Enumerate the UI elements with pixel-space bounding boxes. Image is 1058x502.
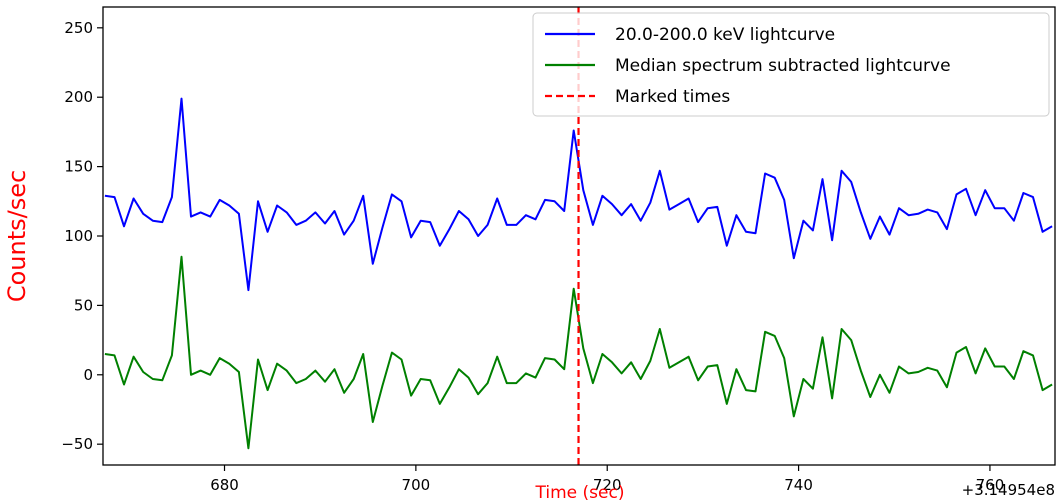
- y-tick-label-0: 0: [83, 366, 93, 384]
- legend-label-2: Median spectrum subtracted lightcurve: [615, 56, 951, 76]
- x-axis-offset-label: +3.14954e8: [962, 481, 1055, 499]
- y-tick-label-50: 50: [74, 296, 93, 314]
- x-tick-label-740: 740: [784, 476, 813, 494]
- y-tick-label--50: −50: [61, 435, 93, 453]
- x-tick-label-700: 700: [402, 476, 431, 494]
- x-axis-label: Time (sec): [535, 483, 625, 502]
- y-axis-label: Counts/sec: [3, 170, 31, 302]
- x-tick-label-720: 720: [593, 476, 622, 494]
- x-tick-label-760: 760: [976, 476, 1005, 494]
- legend: 20.0-200.0 keV lightcurve Median spectrum…: [532, 12, 1050, 117]
- x-tick-label-680: 680: [210, 476, 239, 494]
- y-tick-label-250: 250: [64, 19, 93, 37]
- legend-label-3: Marked times: [615, 87, 730, 107]
- series-line-1: [104, 97, 1053, 292]
- legend-label-1: 20.0-200.0 keV lightcurve: [615, 25, 835, 45]
- ticks-layer: 680 700 720 740 760 −50 0 50 100 150 200 250: [61, 19, 1004, 494]
- y-tick-label-100: 100: [64, 227, 93, 245]
- legend-box: [532, 12, 1050, 117]
- y-tick-label-200: 200: [64, 88, 93, 106]
- y-tick-label-150: 150: [64, 158, 93, 176]
